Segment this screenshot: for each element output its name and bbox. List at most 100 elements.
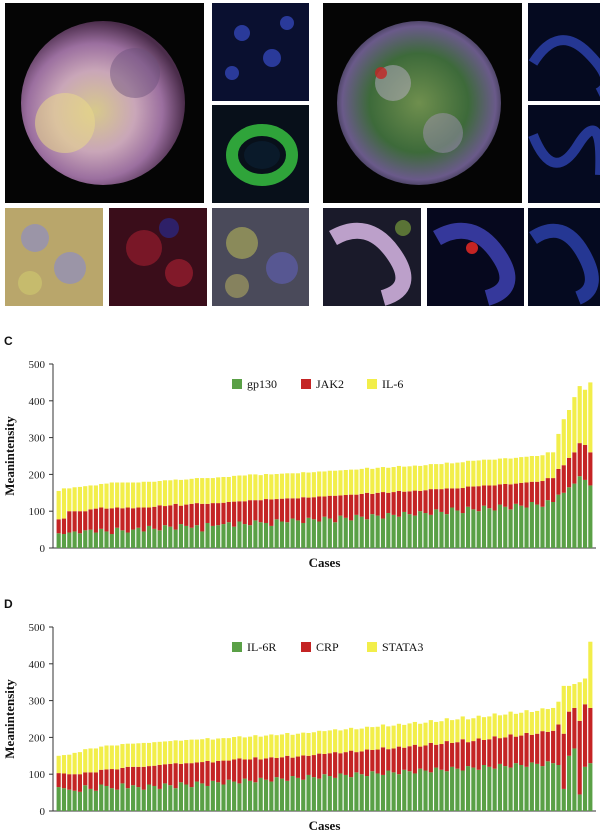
- c-bar-jak2-15: [136, 507, 141, 528]
- c-bar-jak2-68: [418, 490, 423, 512]
- c-bar-gp130-2: [67, 532, 72, 548]
- c-legend-label-2: IL-6: [382, 377, 403, 391]
- d-bar-il6r-30: [216, 782, 221, 811]
- d-bar-il6r-0: [56, 787, 61, 811]
- c-bar-il6-7: [93, 485, 98, 509]
- d-bar-stata3-54: [343, 729, 348, 753]
- c-bar-jak2-32: [226, 502, 231, 523]
- c-bar-il6-76: [460, 462, 465, 489]
- image-b-dapi-mid: [528, 105, 600, 203]
- c-bar-jak2-84: [503, 483, 508, 507]
- d-bar-crp-93: [551, 730, 556, 764]
- c-bar-jak2-11: [115, 507, 120, 528]
- d-bar-crp-36: [247, 759, 253, 781]
- d-bar-stata3-98: [577, 682, 582, 721]
- d-bar-crp-65: [402, 747, 407, 770]
- d-bar-crp-17: [146, 766, 152, 785]
- c-bar-gp130-62: [386, 513, 391, 548]
- d-bar-il6r-69: [423, 770, 428, 811]
- c-bar-gp130-69: [423, 513, 428, 548]
- c-bar-il6-51: [327, 470, 332, 496]
- d-bar-crp-29: [210, 762, 215, 781]
- d-bar-stata3-58: [364, 726, 370, 750]
- d-bar-il6r-92: [545, 761, 550, 811]
- c-bar-il6-77: [465, 460, 471, 487]
- c-bar-gp130-4: [77, 533, 82, 548]
- d-bar-stata3-76: [460, 716, 465, 740]
- c-bar-gp130-51: [327, 518, 332, 548]
- d-bar-stata3-61: [380, 724, 386, 748]
- c-bar-il6-5: [83, 486, 88, 512]
- d-bar-crp-38: [258, 759, 263, 778]
- c-bar-jak2-24: [184, 504, 189, 526]
- c-bar-il6-72: [439, 464, 444, 490]
- c-bar-gp130-28: [205, 522, 210, 548]
- c-bar-il6-55: [349, 469, 354, 495]
- c-bar-il6-18: [152, 481, 157, 507]
- d-legend-label-1: CRP: [316, 640, 339, 654]
- c-bar-gp130-59: [370, 514, 375, 548]
- d-bar-crp-55: [349, 750, 354, 778]
- c-bar-gp130-24: [184, 525, 189, 548]
- c-bar-gp130-68: [418, 511, 423, 548]
- d-bar-crp-22: [173, 763, 178, 789]
- d-bar-il6r-57: [359, 774, 364, 811]
- d-bar-crp-76: [460, 739, 465, 771]
- c-bar-il6-82: [492, 459, 497, 486]
- c-bar-il6-26: [194, 478, 199, 504]
- d-bar-crp-53: [338, 753, 343, 774]
- d-bar-il6r-50: [322, 774, 327, 811]
- d-bar-il6r-42: [279, 778, 285, 811]
- c-bar-il6-14: [131, 482, 136, 509]
- c-bar-il6-90: [535, 456, 540, 482]
- d-bar-stata3-13: [125, 743, 130, 767]
- c-bar-il6-84: [503, 458, 508, 484]
- image-a-green-gland: [212, 105, 309, 203]
- d-bar-stata3-17: [146, 742, 152, 767]
- c-bar-il6-53: [338, 470, 343, 496]
- d-bar-crp-61: [380, 747, 386, 775]
- d-bar-il6r-96: [567, 755, 572, 811]
- d-bar-il6r-38: [258, 777, 263, 811]
- d-bar-il6r-40: [269, 781, 274, 811]
- d-bar-crp-64: [396, 746, 402, 775]
- c-bar-gp130-84: [503, 506, 508, 548]
- c-bar-il6-1: [61, 488, 67, 519]
- c-bar-gp130-30: [216, 525, 221, 548]
- d-bar-il6r-36: [247, 780, 253, 811]
- c-bar-il6-69: [423, 465, 428, 491]
- c-bar-gp130-35: [242, 524, 247, 548]
- c-bar-jak2-79: [476, 486, 481, 512]
- d-ylabel: Meanintensity: [2, 679, 17, 759]
- d-bar-stata3-65: [402, 724, 407, 748]
- d-bar-il6r-14: [131, 785, 136, 811]
- d-bar-il6r-6: [88, 788, 93, 811]
- c-bar-jak2-71: [434, 489, 439, 510]
- d-bar-il6r-43: [285, 780, 290, 811]
- c-bar-gp130-27: [200, 531, 205, 548]
- c-bar-il6-41: [274, 474, 279, 500]
- c-bar-gp130-72: [439, 511, 444, 548]
- d-bar-crp-37: [253, 757, 258, 783]
- c-ytick-label-400: 400: [29, 396, 46, 408]
- c-bar-gp130-12: [120, 530, 125, 548]
- d-bar-stata3-92: [545, 709, 550, 732]
- image-a-red-channel: [109, 208, 207, 306]
- c-bar-jak2-77: [465, 486, 471, 507]
- d-bar-crp-19: [157, 765, 162, 789]
- c-bar-gp130-33: [232, 526, 237, 548]
- c-bar-jak2-38: [258, 500, 263, 523]
- c-bar-gp130-65: [402, 511, 407, 548]
- d-bar-crp-52: [333, 752, 338, 778]
- c-bar-jak2-53: [338, 495, 343, 516]
- d-bar-stata3-49: [317, 730, 322, 754]
- c-bar-gp130-61: [380, 518, 386, 548]
- c-bar-jak2-63: [391, 492, 396, 515]
- c-bar-il6-52: [333, 470, 338, 496]
- c-bar-gp130-7: [93, 532, 98, 548]
- image-b-dapi-zoom: [528, 208, 600, 306]
- d-bar-il6r-35: [242, 778, 247, 811]
- c-bar-il6-21: [168, 480, 173, 506]
- d-bar-stata3-12: [120, 744, 125, 768]
- d-bar-crp-77: [465, 742, 471, 767]
